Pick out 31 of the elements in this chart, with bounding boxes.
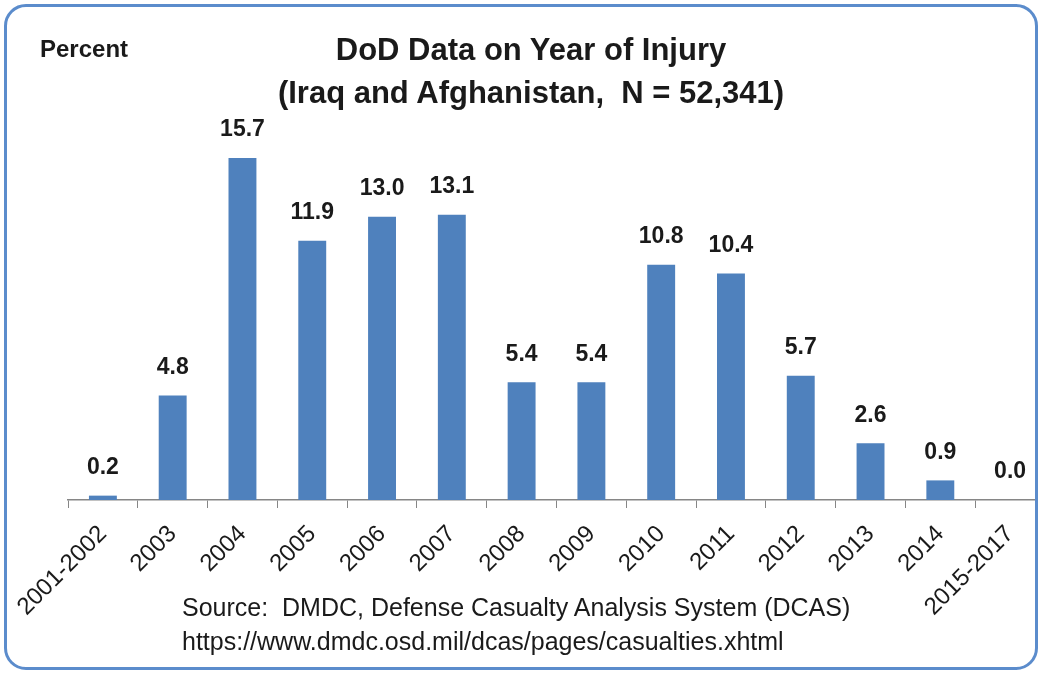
bar bbox=[298, 240, 327, 500]
bar bbox=[717, 273, 745, 500]
data-label: 15.7 bbox=[220, 115, 265, 142]
data-label: 2.6 bbox=[854, 400, 887, 427]
bar bbox=[786, 375, 815, 500]
data-label: 4.8 bbox=[156, 352, 189, 379]
y-axis-title: Percent bbox=[40, 35, 129, 63]
data-label: 0.0 bbox=[994, 457, 1027, 484]
bar bbox=[507, 382, 536, 500]
data-label: 0.2 bbox=[86, 452, 119, 479]
bar bbox=[926, 480, 955, 500]
bar bbox=[228, 158, 257, 500]
data-label: 10.4 bbox=[708, 230, 754, 257]
bar bbox=[158, 395, 187, 500]
bar bbox=[368, 216, 396, 500]
data-label: 5.4 bbox=[575, 339, 608, 366]
bar bbox=[437, 214, 466, 500]
bar bbox=[856, 443, 885, 500]
data-label: 10.8 bbox=[638, 222, 684, 249]
chart-title: DoD Data on Year of Injury (Iraq and Afghanistan, N = 52,341) bbox=[276, 31, 786, 112]
data-label: 5.4 bbox=[505, 339, 538, 366]
bar bbox=[88, 495, 117, 500]
data-label: 13.1 bbox=[429, 171, 475, 198]
data-label: 13.0 bbox=[359, 174, 405, 201]
data-label: 0.9 bbox=[924, 437, 957, 464]
source-note: Source: DMDC, Defense Casualty Analysis System (DCAS) bbox=[182, 592, 851, 623]
bar bbox=[647, 264, 676, 500]
bar bbox=[577, 382, 606, 500]
data-label: 11.9 bbox=[290, 198, 334, 225]
data-label: 5.7 bbox=[784, 333, 817, 360]
text: https://www.dmdc.osd.mil/dcas/pages/casualties.xhtml bbox=[182, 626, 785, 657]
